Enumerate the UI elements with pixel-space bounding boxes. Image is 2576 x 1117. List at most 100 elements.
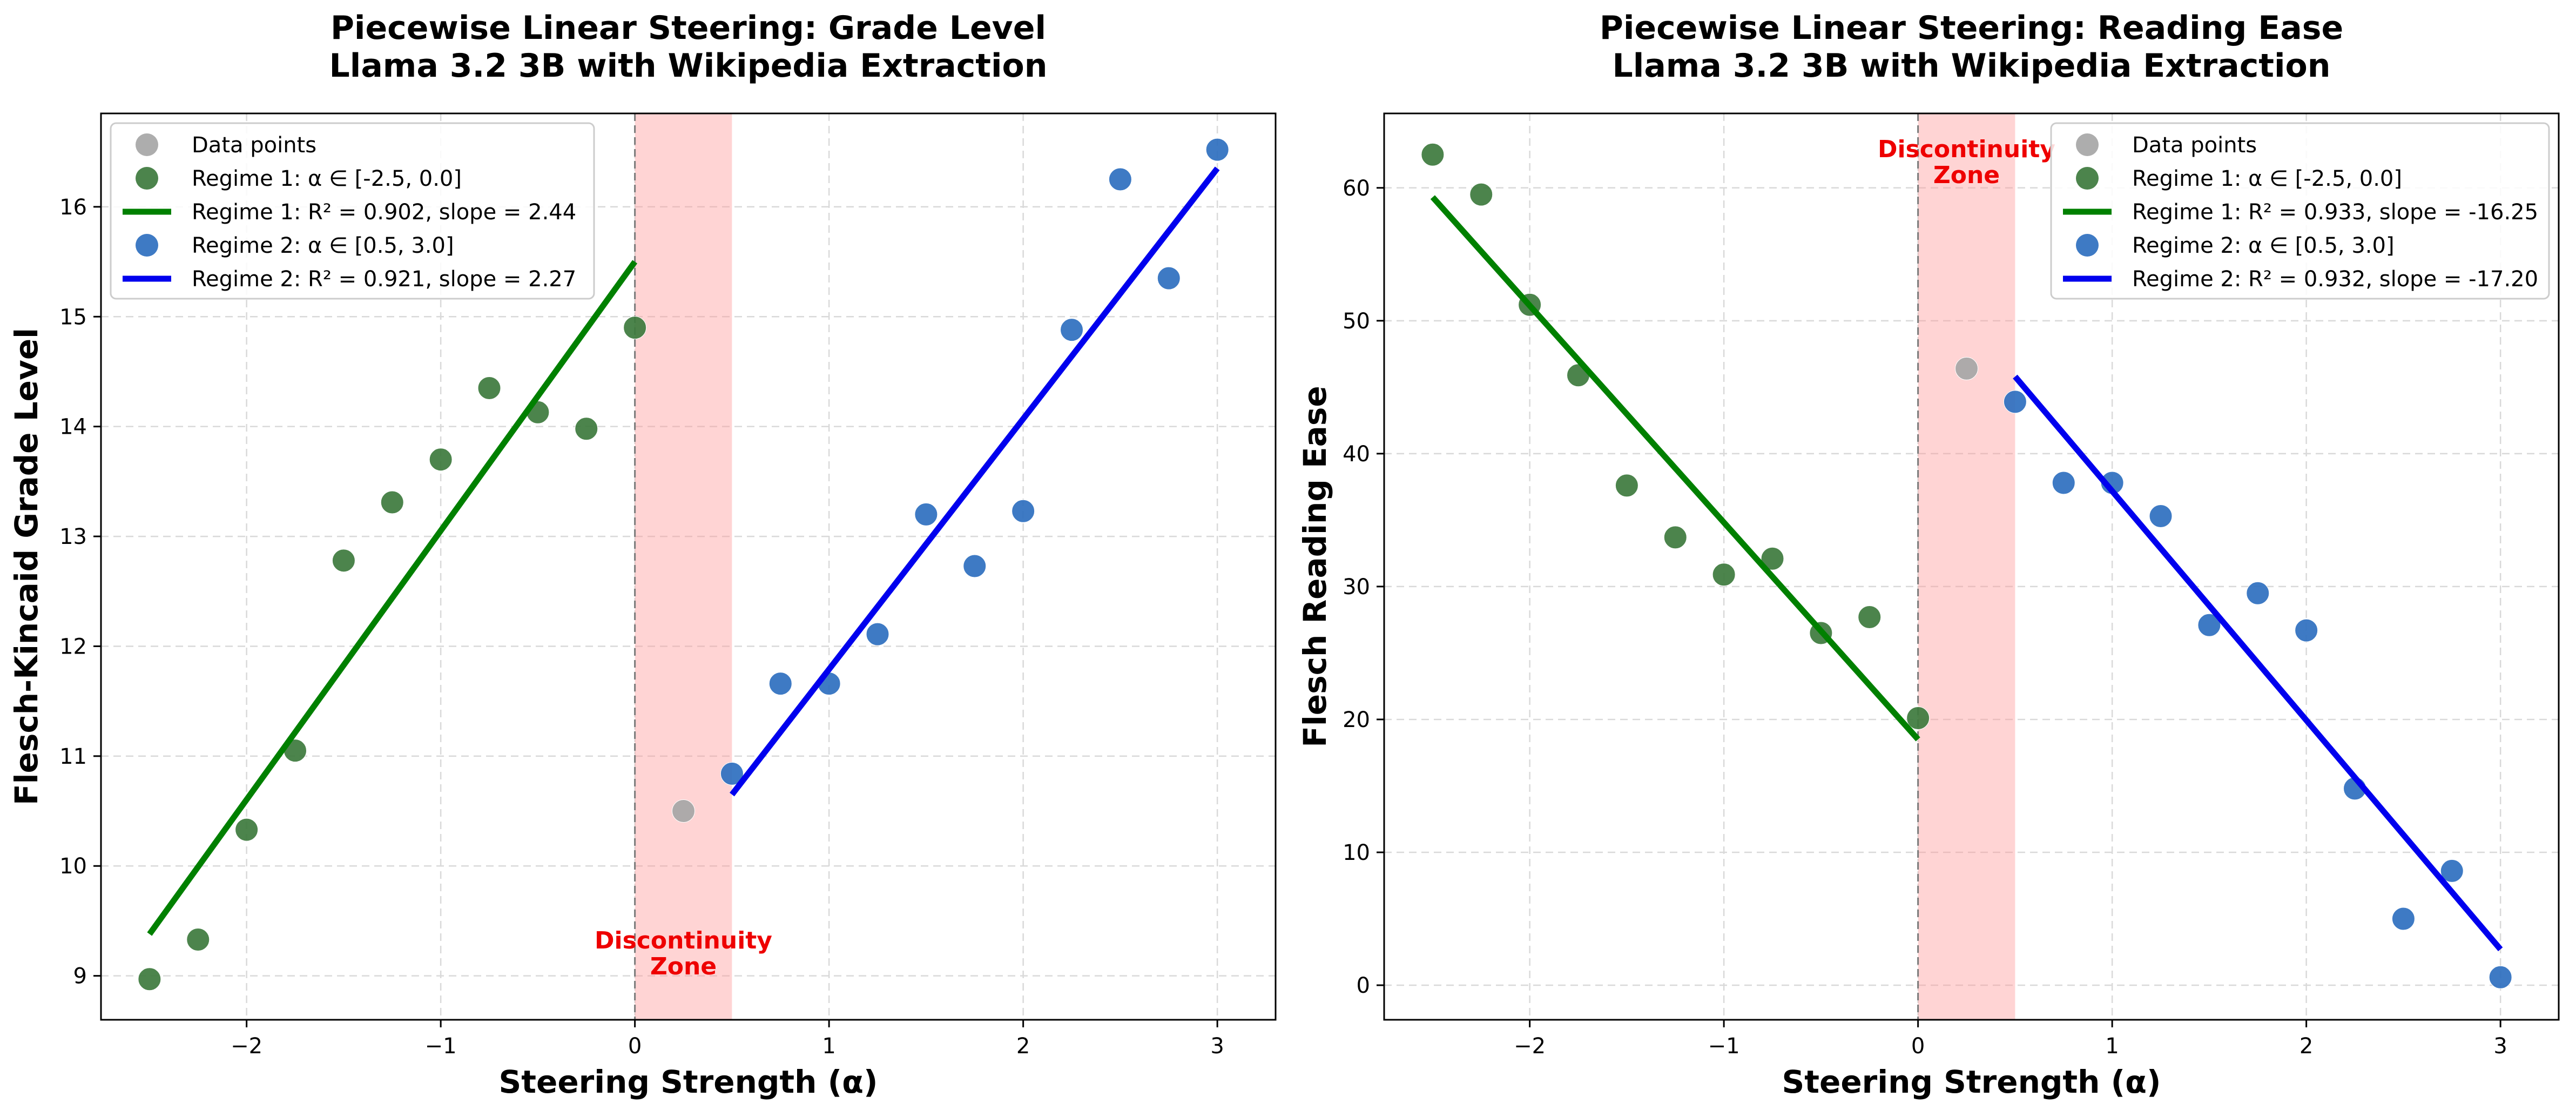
data-point [2391, 907, 2415, 931]
data-point [1060, 318, 1084, 342]
fit-line-4 [730, 166, 1220, 797]
y-tick-label: 11 [59, 744, 87, 769]
x-tick-label: 3 [2493, 1034, 2507, 1059]
data-point [963, 554, 987, 578]
y-tick-label: 15 [59, 305, 87, 329]
fit-line-2 [147, 260, 638, 936]
legend-entry: Regime 2: α ∈ [0.5, 3.0] [2132, 233, 2395, 258]
data-point [429, 448, 453, 472]
chart-title: Piecewise Linear Steering: Reading Ease L… [1600, 9, 2343, 85]
y-tick-label: 13 [59, 524, 87, 549]
x-tick-label: 1 [2105, 1034, 2119, 1059]
y-tick-label: 30 [1343, 575, 1370, 600]
data-point [1157, 266, 1181, 290]
discontinuity-zone [635, 113, 732, 1020]
chart-title: Piecewise Linear Steering: Grade Level Ll… [329, 9, 1048, 85]
chart-panel-1: Discontinuity Zone−2 −1 0 1 2 3910111213141516… [8, 9, 1277, 1100]
data-point [1011, 499, 1035, 523]
y-tick-label: 10 [1343, 840, 1370, 865]
legend-marker-swatch [136, 167, 158, 190]
data-point [768, 672, 792, 696]
x-tick-label: −2 [231, 1034, 262, 1059]
data-point [1469, 183, 1493, 206]
x-tick-label: 0 [628, 1034, 642, 1059]
legend-entry: Data points [2132, 133, 2257, 158]
data-point [1858, 605, 1882, 629]
data-point [1663, 526, 1687, 549]
data-point [138, 967, 161, 991]
data-point [914, 502, 938, 526]
x-tick-label: 3 [1210, 1034, 1224, 1059]
x-tick-label: 2 [2299, 1034, 2313, 1059]
x-axis-label: Steering Strength (α) [499, 1064, 878, 1100]
x-tick-label: −1 [425, 1034, 457, 1059]
data-point [866, 622, 889, 646]
axes-frame [1383, 112, 2560, 1021]
y-tick-label: 60 [1343, 176, 1370, 201]
data-point [380, 490, 404, 514]
legend-entry: Regime 1: α ∈ [-2.5, 0.0] [192, 166, 462, 191]
legend-marker-swatch [136, 234, 158, 257]
legend-box [2050, 122, 2550, 300]
data-point [235, 818, 259, 842]
legend-entry: Regime 2: α ∈ [0.5, 3.0] [192, 233, 454, 258]
data-point [672, 799, 696, 823]
y-tick-label: 12 [59, 634, 87, 659]
data-point [186, 928, 210, 952]
data-point [2052, 471, 2075, 495]
discontinuity-label: Discontinuity Zone [595, 927, 772, 980]
x-tick-label: 1 [822, 1034, 835, 1059]
data-point [2246, 581, 2270, 605]
x-tick-label: −1 [1708, 1034, 1740, 1059]
data-point [1906, 706, 1930, 730]
legend-entry: Regime 2: R² = 0.932, slope = -17.20 [2132, 267, 2538, 292]
y-tick-label: 9 [73, 964, 87, 989]
y-tick-label: 10 [59, 854, 87, 879]
data-point [2149, 504, 2173, 528]
data-point [1615, 474, 1638, 497]
data-point [720, 762, 744, 785]
y-axis-label: Flesch Reading Ease [1297, 386, 1333, 747]
legend-box [110, 122, 595, 300]
y-tick-label: 40 [1343, 442, 1370, 467]
legend-entry: Data points [192, 133, 316, 158]
axes-frame [100, 112, 1277, 1021]
fit-line-2 [1430, 195, 1920, 742]
legend-marker-swatch [2076, 133, 2099, 156]
discontinuity-zone [1918, 113, 2015, 1020]
y-tick-label: 16 [59, 195, 87, 220]
legend-marker-swatch [136, 133, 158, 156]
data-point [1712, 563, 1736, 587]
data-point [332, 549, 355, 573]
data-point [1205, 138, 1229, 162]
y-tick-label: 50 [1343, 309, 1370, 334]
data-point [1421, 143, 1445, 166]
y-axis-label: Flesch-Kincaid Grade Level [8, 328, 45, 805]
data-point [2197, 613, 2221, 637]
y-tick-label: 20 [1343, 708, 1370, 732]
legend-entry: Regime 1: R² = 0.902, slope = 2.44 [192, 200, 576, 225]
y-tick-label: 0 [1357, 973, 1370, 998]
legend-entry: Regime 1: α ∈ [-2.5, 0.0] [2132, 166, 2402, 191]
x-tick-label: −2 [1514, 1034, 1546, 1059]
legend: Data points Regime 1: α ∈ [-2.5, 0.0] Regi… [2050, 122, 2550, 300]
data-point [2003, 390, 2027, 414]
data-point [623, 316, 647, 340]
data-point [477, 376, 501, 400]
y-tick-label: 14 [59, 415, 87, 440]
x-tick-label: 0 [1911, 1034, 1925, 1059]
legend-entry: Regime 2: R² = 0.921, slope = 2.27 [192, 267, 576, 292]
data-point [1761, 547, 1784, 570]
legend-entry: Regime 1: R² = 0.933, slope = -16.25 [2132, 200, 2538, 225]
x-tick-label: 2 [1016, 1034, 1030, 1059]
discontinuity-label: Discontinuity Zone [1878, 136, 2055, 189]
fit-line-4 [2013, 374, 2503, 952]
legend-marker-swatch [2076, 167, 2099, 190]
chart-panel-2: Discontinuity Zone−2 −1 0 1 2 30102030405060St… [1297, 9, 2560, 1100]
legend: Data points Regime 1: α ∈ [-2.5, 0.0] Regi… [110, 122, 595, 300]
data-point [2489, 965, 2512, 989]
data-point [575, 417, 598, 441]
legend-marker-swatch [2076, 234, 2099, 257]
